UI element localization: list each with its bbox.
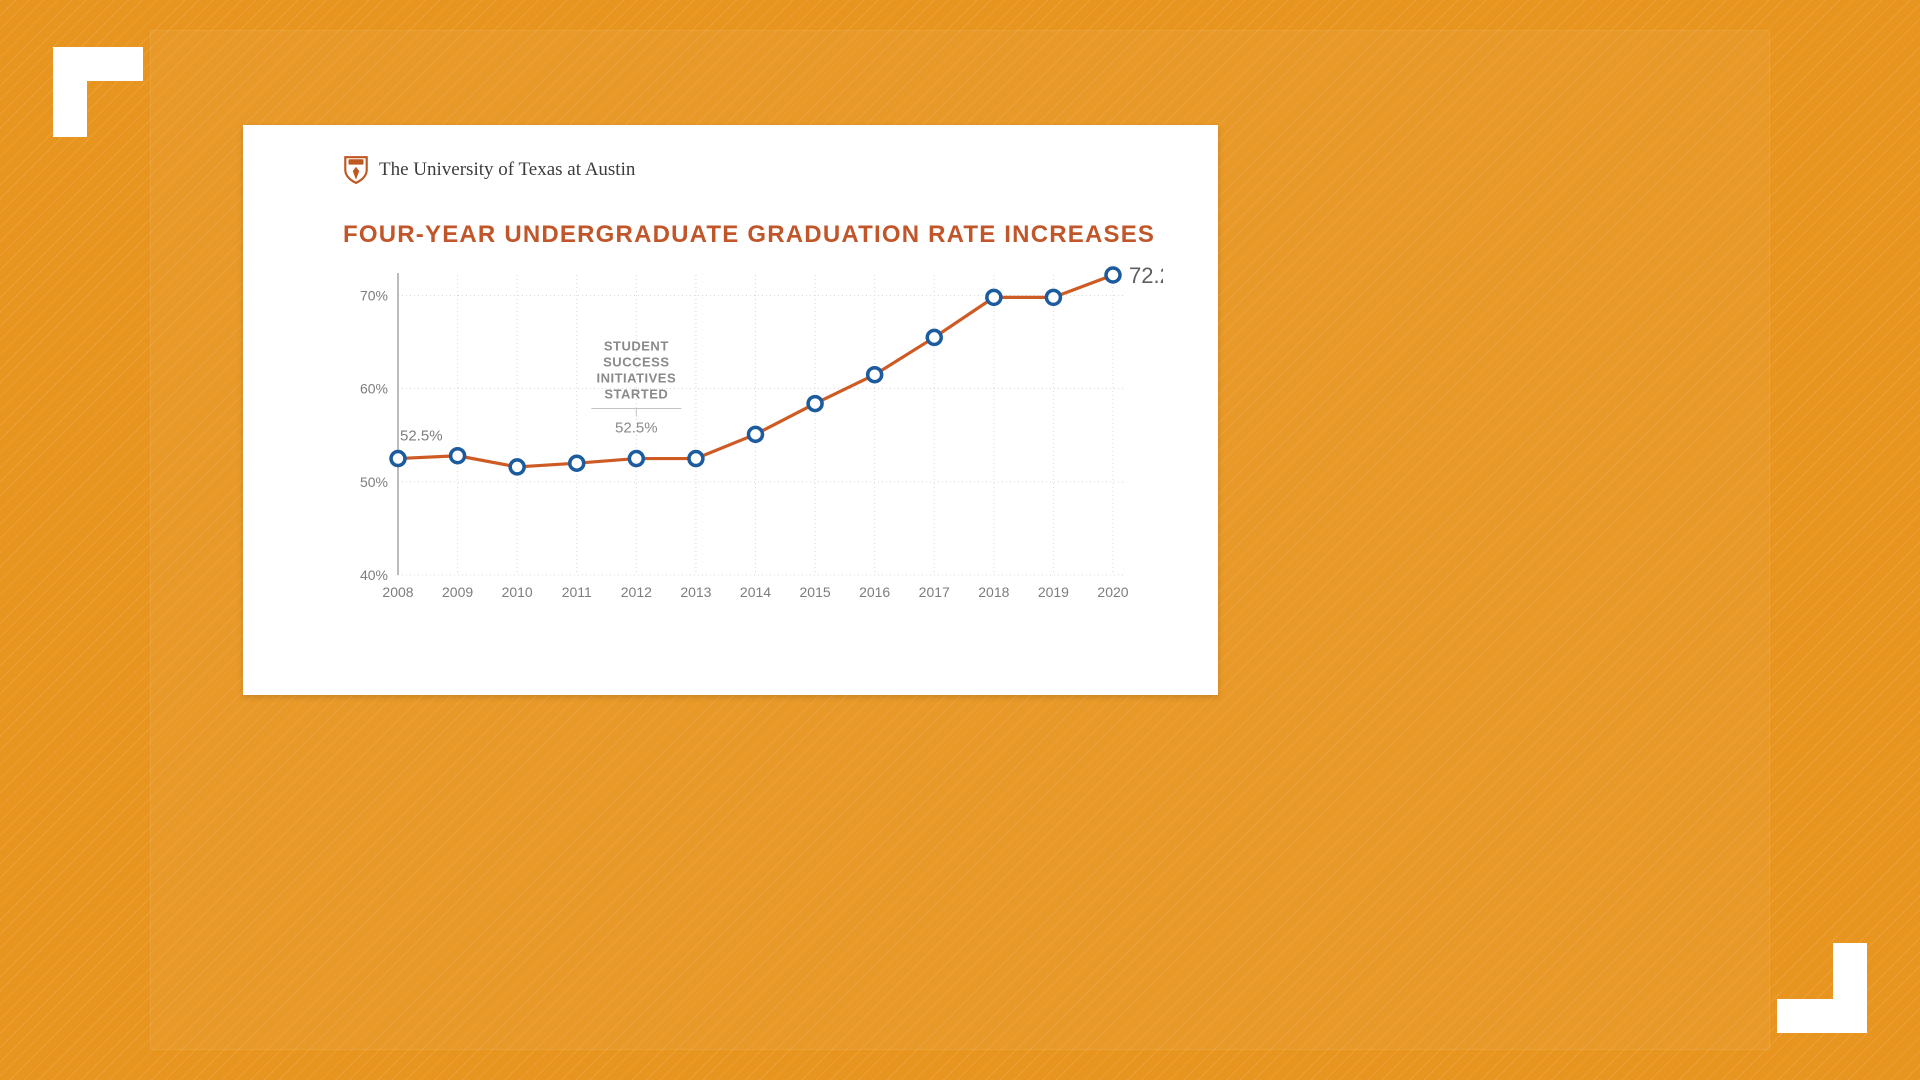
y-tick-label: 40% bbox=[360, 567, 388, 583]
ut-shield-icon bbox=[343, 155, 369, 185]
y-tick-label: 50% bbox=[360, 474, 388, 490]
chart-title: FOUR-YEAR UNDERGRADUATE GRADUATION RATE … bbox=[343, 221, 1188, 249]
brand-row: The University of Texas at Austin bbox=[343, 155, 1188, 185]
x-tick-label: 2013 bbox=[680, 584, 711, 600]
chart-card: The University of Texas at Austin FOUR-Y… bbox=[243, 125, 1218, 695]
x-tick-label: 2016 bbox=[859, 584, 890, 600]
data-point bbox=[749, 427, 763, 441]
annotation-text: SUCCESS bbox=[603, 355, 669, 370]
data-point bbox=[868, 368, 882, 382]
x-tick-label: 2008 bbox=[382, 584, 413, 600]
x-tick-label: 2015 bbox=[800, 584, 831, 600]
x-tick-label: 2009 bbox=[442, 584, 473, 600]
corner-bracket-br bbox=[1777, 999, 1867, 1033]
data-point bbox=[987, 290, 1001, 304]
data-point bbox=[1106, 268, 1120, 282]
x-tick-label: 2011 bbox=[562, 584, 592, 600]
y-tick-label: 70% bbox=[360, 287, 388, 303]
x-tick-label: 2010 bbox=[502, 584, 533, 600]
data-point bbox=[570, 456, 584, 470]
annotation-value: 52.5% bbox=[615, 420, 658, 437]
annotation-text: INITIATIVES bbox=[597, 371, 677, 386]
annotation-text: STARTED bbox=[604, 387, 668, 402]
first-point-label: 52.5% bbox=[400, 428, 443, 445]
data-point bbox=[510, 460, 524, 474]
data-point bbox=[629, 452, 643, 466]
brand-text: The University of Texas at Austin bbox=[379, 159, 635, 181]
last-point-label: 72.2% bbox=[1129, 263, 1163, 288]
y-tick-label: 60% bbox=[360, 381, 388, 397]
x-tick-label: 2012 bbox=[621, 584, 652, 600]
x-tick-label: 2020 bbox=[1097, 584, 1128, 600]
line-chart: 40% 50% 60% 70% 2008 2009 2010 2011 2012 2013 2014… bbox=[343, 263, 1163, 603]
corner-bracket-tl bbox=[53, 47, 143, 81]
annotation-text: STUDENT bbox=[604, 339, 669, 354]
x-tick-label: 2014 bbox=[740, 584, 771, 600]
data-point bbox=[451, 449, 465, 463]
data-point bbox=[689, 452, 703, 466]
x-tick-label: 2017 bbox=[919, 584, 950, 600]
x-tick-label: 2018 bbox=[978, 584, 1009, 600]
data-point bbox=[927, 330, 941, 344]
data-point bbox=[391, 452, 405, 466]
data-point bbox=[808, 397, 822, 411]
data-point bbox=[1046, 290, 1060, 304]
x-tick-label: 2019 bbox=[1038, 584, 1069, 600]
